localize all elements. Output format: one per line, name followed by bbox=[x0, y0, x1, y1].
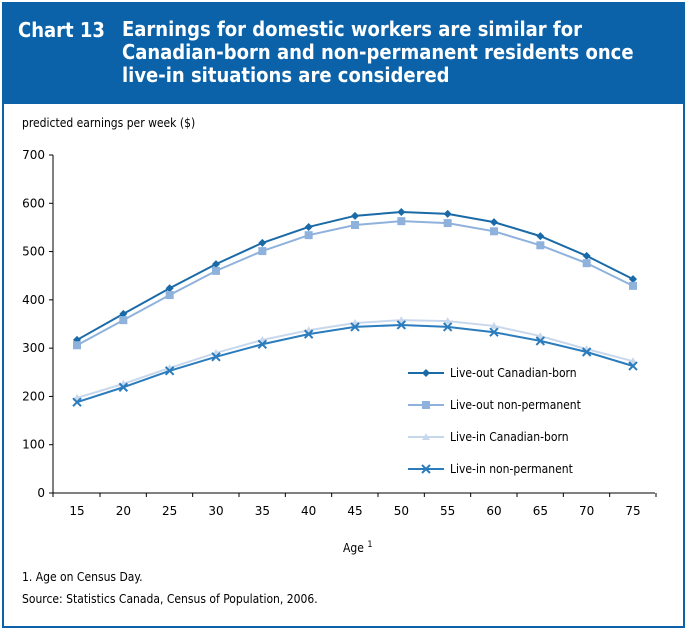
data-point bbox=[258, 247, 267, 256]
x-tick-label: 35 bbox=[255, 504, 270, 518]
data-point bbox=[490, 321, 498, 329]
legend-marker bbox=[421, 464, 431, 474]
data-point bbox=[72, 397, 82, 407]
x-axis-label-text: Age bbox=[343, 541, 364, 555]
data-point bbox=[629, 275, 637, 284]
data-point bbox=[443, 219, 452, 228]
data-point bbox=[73, 341, 81, 350]
data-point bbox=[397, 316, 406, 324]
x-tick-label: 60 bbox=[486, 504, 501, 518]
data-point bbox=[164, 366, 175, 376]
y-tick-label: 400 bbox=[22, 293, 45, 307]
data-point bbox=[165, 284, 174, 293]
data-point bbox=[304, 231, 313, 240]
x-tick-label: 25 bbox=[162, 504, 177, 518]
data-point bbox=[490, 218, 498, 227]
y-tick-label: 100 bbox=[22, 438, 45, 452]
data-point bbox=[396, 320, 407, 330]
data-point bbox=[257, 339, 268, 349]
data-point bbox=[212, 266, 220, 275]
data-point bbox=[582, 259, 591, 268]
data-point bbox=[442, 322, 453, 332]
data-point bbox=[536, 241, 545, 250]
x-tick-label: 45 bbox=[347, 504, 362, 518]
data-point bbox=[397, 217, 406, 226]
legend-label: Live-out Canadian-born bbox=[450, 366, 577, 380]
y-tick-label: 0 bbox=[37, 486, 45, 500]
x-tick-label: 65 bbox=[533, 504, 548, 518]
legend-marker bbox=[422, 401, 430, 409]
x-tick-label: 20 bbox=[116, 504, 131, 518]
chart-header: Chart 13 Earnings for domestic workers a… bbox=[4, 4, 683, 104]
legend-label: Live-in non-permanent bbox=[450, 462, 573, 476]
x-tick-label: 75 bbox=[625, 504, 640, 518]
y-tick-label: 600 bbox=[22, 196, 45, 210]
data-point bbox=[304, 222, 313, 231]
data-point bbox=[582, 251, 591, 260]
data-point bbox=[303, 329, 314, 339]
data-point bbox=[443, 209, 452, 218]
data-point bbox=[489, 327, 499, 337]
legend-label: Live-in Canadian-born bbox=[450, 430, 569, 444]
y-tick-label: 700 bbox=[22, 148, 45, 162]
data-point bbox=[397, 207, 406, 216]
x-tick-label: 50 bbox=[394, 504, 409, 518]
data-point bbox=[165, 291, 174, 300]
data-point bbox=[629, 281, 637, 290]
data-point bbox=[119, 309, 128, 318]
x-tick-label: 15 bbox=[69, 504, 84, 518]
data-point bbox=[258, 238, 267, 247]
footnote: 1. Age on Census Day. bbox=[22, 570, 143, 584]
data-point bbox=[628, 361, 638, 371]
data-point bbox=[211, 352, 221, 362]
series-line-3 bbox=[76, 323, 634, 404]
y-tick-label: 300 bbox=[22, 341, 45, 355]
source-note: Source: Statistics Canada, Census of Pop… bbox=[22, 592, 318, 606]
series-line-2 bbox=[76, 319, 634, 399]
data-point bbox=[581, 347, 592, 357]
y-tick-label: 200 bbox=[22, 389, 45, 403]
chart-number: Chart 13 bbox=[18, 18, 105, 42]
data-point bbox=[119, 316, 128, 325]
x-axis-footnote-ref: 1 bbox=[367, 540, 373, 550]
chart-title: Earnings for domestic workers are simila… bbox=[122, 17, 634, 87]
data-point bbox=[212, 260, 220, 269]
legend-label: Live-out non-permanent bbox=[450, 398, 581, 412]
x-axis-label: Age 1 bbox=[343, 540, 372, 555]
data-point bbox=[535, 336, 546, 346]
data-point bbox=[350, 322, 360, 332]
data-point bbox=[443, 317, 452, 325]
y-axis-label: predicted earnings per week ($) bbox=[22, 116, 196, 130]
data-point bbox=[490, 227, 498, 236]
x-tick-label: 70 bbox=[579, 504, 594, 518]
x-tick-label: 40 bbox=[301, 504, 316, 518]
y-tick-label: 500 bbox=[22, 245, 45, 259]
data-point bbox=[118, 382, 129, 392]
x-tick-label: 30 bbox=[208, 504, 223, 518]
data-point bbox=[536, 332, 545, 340]
x-tick-label: 55 bbox=[440, 504, 455, 518]
data-point bbox=[536, 232, 545, 241]
legend-marker bbox=[422, 369, 430, 377]
legend-marker bbox=[422, 433, 430, 440]
data-point bbox=[351, 221, 359, 230]
data-point bbox=[351, 211, 359, 220]
data-point bbox=[629, 357, 637, 365]
